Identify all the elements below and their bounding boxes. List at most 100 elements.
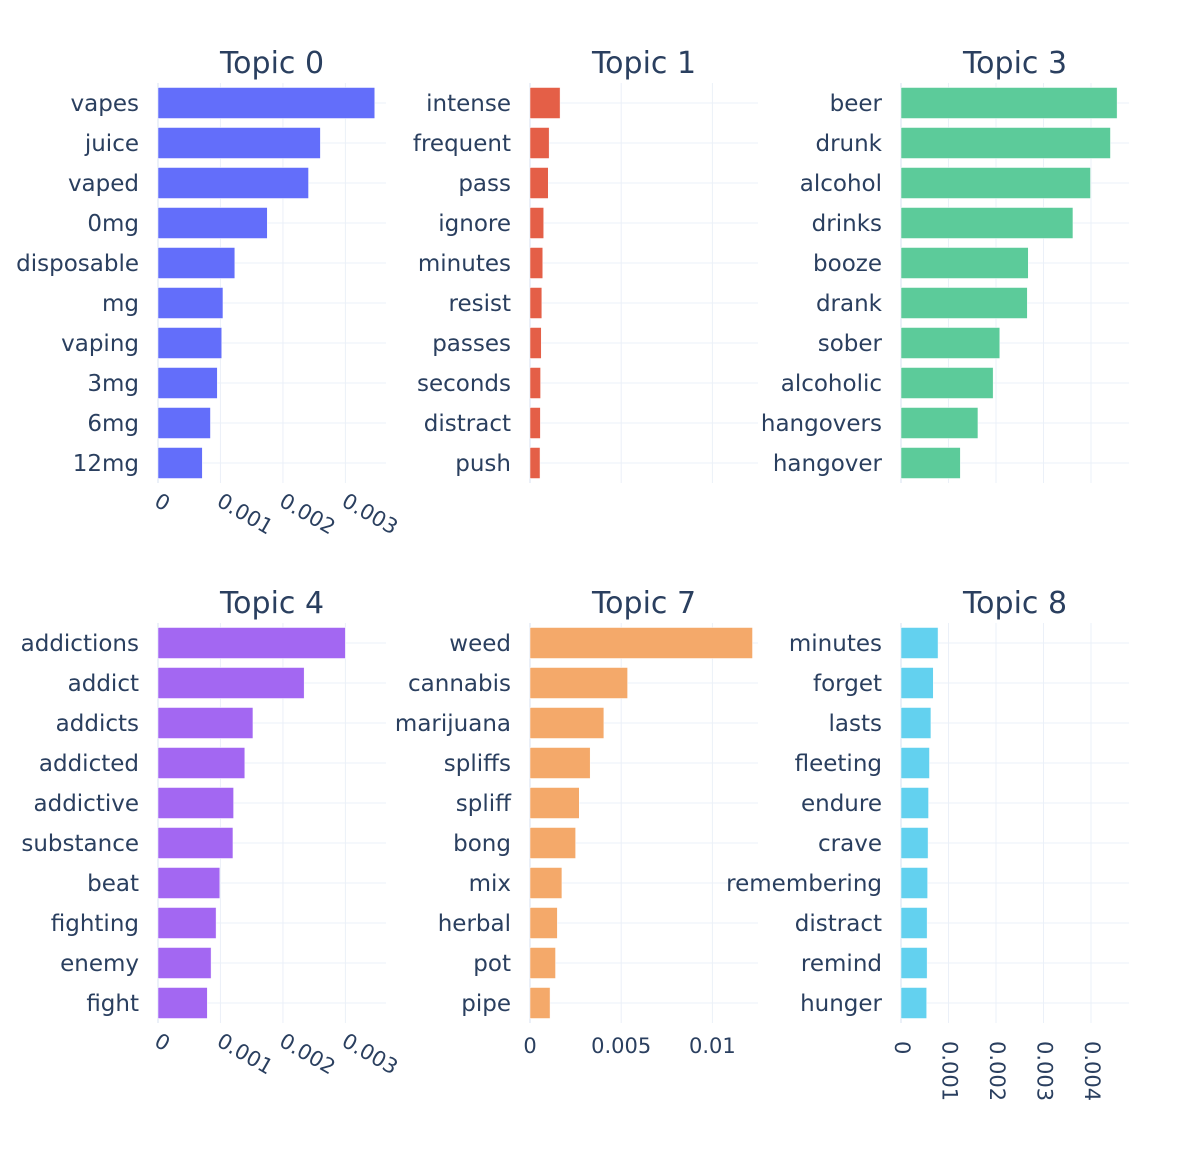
subplot-title: Topic 8: [962, 586, 1067, 621]
bar-pot: [529, 947, 556, 979]
bar-passes: [529, 327, 542, 359]
category-label-beer: beer: [830, 91, 883, 117]
category-label-frequent: frequent: [413, 131, 511, 157]
category-label-push: push: [455, 451, 511, 477]
category-label-addicts: addicts: [56, 711, 139, 737]
category-label-beat: beat: [87, 871, 139, 897]
category-label-juice: juice: [84, 131, 139, 157]
x-tick-label: 0.002: [985, 1041, 1009, 1101]
category-label-pot: pot: [473, 951, 511, 977]
category-label-mix: mix: [469, 871, 511, 897]
bar-ignore: [529, 207, 544, 239]
category-label-remembering: remembering: [726, 871, 882, 897]
category-label-hunger: hunger: [800, 991, 882, 1017]
bar-disposable: [157, 247, 236, 279]
bar-fleeting: [900, 747, 930, 779]
x-tick-label: 0.004: [1080, 1041, 1104, 1101]
bar-hangover: [900, 447, 961, 479]
x-tick-label: 0.002: [275, 489, 339, 540]
category-label-distract: distract: [795, 911, 882, 937]
category-label-vaped: vaped: [68, 171, 139, 197]
bar-fight: [157, 987, 208, 1019]
subplot-2: intense frequent pass ignore minutes resist pa…: [413, 46, 758, 483]
x-tick-label: 0.001: [213, 489, 277, 540]
x-tick-label: 0: [151, 1029, 175, 1056]
bar-cannabis: [529, 667, 628, 699]
category-label-addicted: addicted: [39, 751, 139, 777]
category-label-12mg: 12mg: [73, 451, 139, 477]
category-label-vaping: vaping: [61, 331, 139, 357]
bar-frequent: [529, 127, 550, 159]
subplot-title: Topic 0: [219, 46, 324, 81]
subplot-5: weed cannabis marijuana spliffs spliff bong mi…: [395, 586, 758, 1058]
category-label-hangovers: hangovers: [761, 411, 882, 437]
category-label-crave: crave: [818, 831, 882, 857]
bar-addict: [157, 667, 305, 699]
bar-addicts: [157, 707, 254, 739]
bar-weed: [529, 627, 753, 659]
category-label-weed: weed: [449, 631, 511, 657]
bar-remind: [900, 947, 928, 979]
bar-0mg: [157, 207, 268, 239]
x-tick-label: 0.003: [1033, 1041, 1057, 1101]
bar-intense: [529, 87, 561, 119]
x-tick-label: 0.001: [938, 1041, 962, 1101]
bar-hunger: [900, 987, 927, 1019]
category-label-seconds: seconds: [417, 371, 511, 397]
bar-minutes: [529, 247, 544, 279]
category-label-disposable: disposable: [16, 251, 139, 277]
subplot-title: Topic 7: [591, 586, 696, 621]
bar-seconds: [529, 367, 541, 399]
bar-juice: [157, 127, 321, 159]
bar-resist: [529, 287, 543, 319]
bar-pipe: [529, 987, 551, 1019]
bar-fighting: [157, 907, 217, 939]
category-label-drunk: drunk: [815, 131, 882, 157]
subplot-title: Topic 1: [591, 46, 696, 81]
bar-3mg: [157, 367, 218, 399]
category-label-fleeting: fleeting: [795, 751, 882, 777]
category-label-6mg: 6mg: [87, 411, 139, 437]
bar-forget: [900, 667, 934, 699]
x-tick-label: 0.003: [338, 489, 402, 540]
category-label-spliff: spliff: [456, 791, 512, 817]
bar-lasts: [900, 707, 932, 739]
x-tick-label: 0.003: [338, 1029, 402, 1080]
x-tick-label: 0: [523, 1034, 536, 1058]
bar-alcoholic: [900, 367, 994, 399]
bar-distract: [900, 907, 928, 939]
bar-endure: [900, 787, 929, 819]
bar-enemy: [157, 947, 212, 979]
category-label-booze: booze: [813, 251, 882, 277]
category-label-minutes: minutes: [789, 631, 882, 657]
subplot-title: Topic 4: [219, 586, 324, 621]
category-label-lasts: lasts: [829, 711, 882, 737]
bar-spliff: [529, 787, 580, 819]
bar-addicted: [157, 747, 246, 779]
bar-6mg: [157, 407, 211, 439]
subplot-6: minutes forget lasts fleeting endure crave rem…: [726, 586, 1129, 1101]
bar-substance: [157, 827, 234, 859]
bar-drunk: [900, 127, 1111, 159]
category-label-resist: resist: [449, 291, 511, 317]
x-tick-label: 0.005: [591, 1034, 651, 1058]
subplot-3: beer drunk alcohol drinks booze drank sober alc…: [761, 46, 1129, 483]
bar-beer: [900, 87, 1118, 119]
category-label-addictive: addictive: [34, 791, 140, 817]
x-tick-label: 0: [151, 489, 175, 516]
bar-alcohol: [900, 167, 1091, 199]
category-label-spliffs: spliffs: [444, 751, 511, 777]
category-label-hangover: hangover: [773, 451, 883, 477]
category-label-cannabis: cannabis: [408, 671, 511, 697]
category-label-vapes: vapes: [71, 91, 139, 117]
category-label-0mg: 0mg: [87, 211, 139, 237]
category-label-fighting: fighting: [51, 911, 139, 937]
x-tick-label: 0.001: [213, 1029, 277, 1080]
bar-vaping: [157, 327, 222, 359]
bar-remembering: [900, 867, 928, 899]
bar-bong: [529, 827, 576, 859]
bar-mix: [529, 867, 563, 899]
bar-herbal: [529, 907, 558, 939]
